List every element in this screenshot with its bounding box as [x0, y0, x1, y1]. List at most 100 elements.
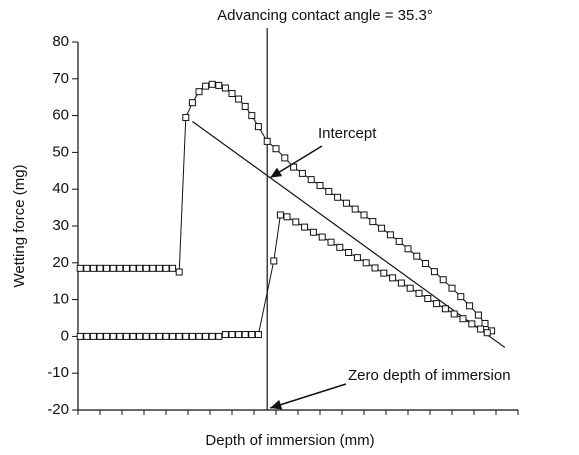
marker [188, 99, 196, 107]
marker [195, 88, 203, 96]
marker [162, 264, 170, 272]
marker [188, 332, 196, 340]
y-tick-label: 40 [52, 180, 69, 197]
marker [459, 315, 467, 323]
y-tick-label: 50 [52, 143, 69, 160]
y-tick-label: 10 [52, 291, 69, 308]
marker [103, 332, 111, 340]
marker [215, 81, 223, 89]
marker [195, 332, 203, 340]
marker [270, 257, 278, 265]
marker [202, 82, 210, 90]
marker [457, 293, 465, 301]
marker [241, 331, 249, 339]
marker [254, 123, 262, 131]
marker [413, 252, 421, 260]
marker [439, 276, 447, 284]
marker [292, 218, 300, 226]
marker [481, 320, 489, 328]
marker [136, 264, 144, 272]
marker [103, 264, 111, 272]
marker [89, 264, 97, 272]
marker [155, 332, 163, 340]
marker [155, 264, 163, 272]
annotation: Zero depth of immersion [348, 367, 511, 384]
marker [241, 102, 249, 110]
marker [307, 176, 315, 184]
marker [116, 264, 124, 272]
arrow-head [270, 167, 283, 178]
annotation: Intercept [318, 125, 377, 142]
marker [477, 325, 485, 333]
x-axis-label: Depth of immersion (mm) [205, 432, 374, 449]
marker [248, 331, 256, 339]
marker [466, 302, 474, 310]
y-tick-label: 20 [52, 254, 69, 271]
marker [142, 264, 150, 272]
marker [149, 332, 157, 340]
marker [450, 310, 458, 318]
y-tick-label: 0 [61, 327, 69, 344]
marker [221, 84, 229, 92]
marker [389, 274, 397, 282]
marker [142, 332, 150, 340]
marker [83, 264, 91, 272]
marker [248, 112, 256, 120]
marker [325, 187, 333, 195]
marker [395, 237, 403, 245]
marker [254, 331, 262, 339]
marker [169, 264, 177, 272]
marker [116, 332, 124, 340]
marker [281, 154, 289, 162]
marker [96, 264, 104, 272]
y-axis-label: Wetting force (mg) [11, 164, 28, 287]
y-tick-label: -10 [47, 364, 69, 381]
marker [182, 113, 190, 121]
marker [441, 305, 449, 313]
marker [109, 332, 117, 340]
y-tick-label: 60 [52, 107, 69, 124]
marker [122, 332, 130, 340]
marker [162, 332, 170, 340]
marker [404, 245, 412, 253]
marker [263, 137, 271, 145]
marker [276, 211, 284, 219]
y-tick-label: -20 [47, 401, 69, 418]
marker [202, 332, 210, 340]
marker [175, 268, 183, 276]
marker [208, 80, 216, 88]
marker [298, 169, 306, 177]
marker [228, 331, 236, 339]
marker [369, 218, 377, 226]
marker [228, 90, 236, 98]
marker [424, 294, 432, 302]
marker [89, 332, 97, 340]
marker [386, 231, 394, 239]
marker [397, 279, 405, 287]
marker [221, 331, 229, 339]
marker [96, 332, 104, 340]
marker [474, 311, 482, 319]
marker [208, 332, 216, 340]
marker [422, 260, 430, 268]
marker [301, 223, 309, 231]
marker [83, 332, 91, 340]
marker [378, 224, 386, 232]
marker [272, 145, 280, 153]
arrow-head [270, 399, 283, 410]
series-line [80, 214, 488, 337]
marker [283, 213, 291, 221]
y-tick-label: 70 [52, 70, 69, 87]
marker [309, 228, 317, 236]
marker [76, 332, 84, 340]
fit-line [192, 121, 506, 348]
marker [129, 264, 137, 272]
marker [129, 332, 137, 340]
marker [342, 199, 350, 207]
marker [122, 264, 130, 272]
marker [371, 264, 379, 272]
marker [351, 205, 359, 213]
marker [215, 332, 223, 340]
marker [136, 332, 144, 340]
